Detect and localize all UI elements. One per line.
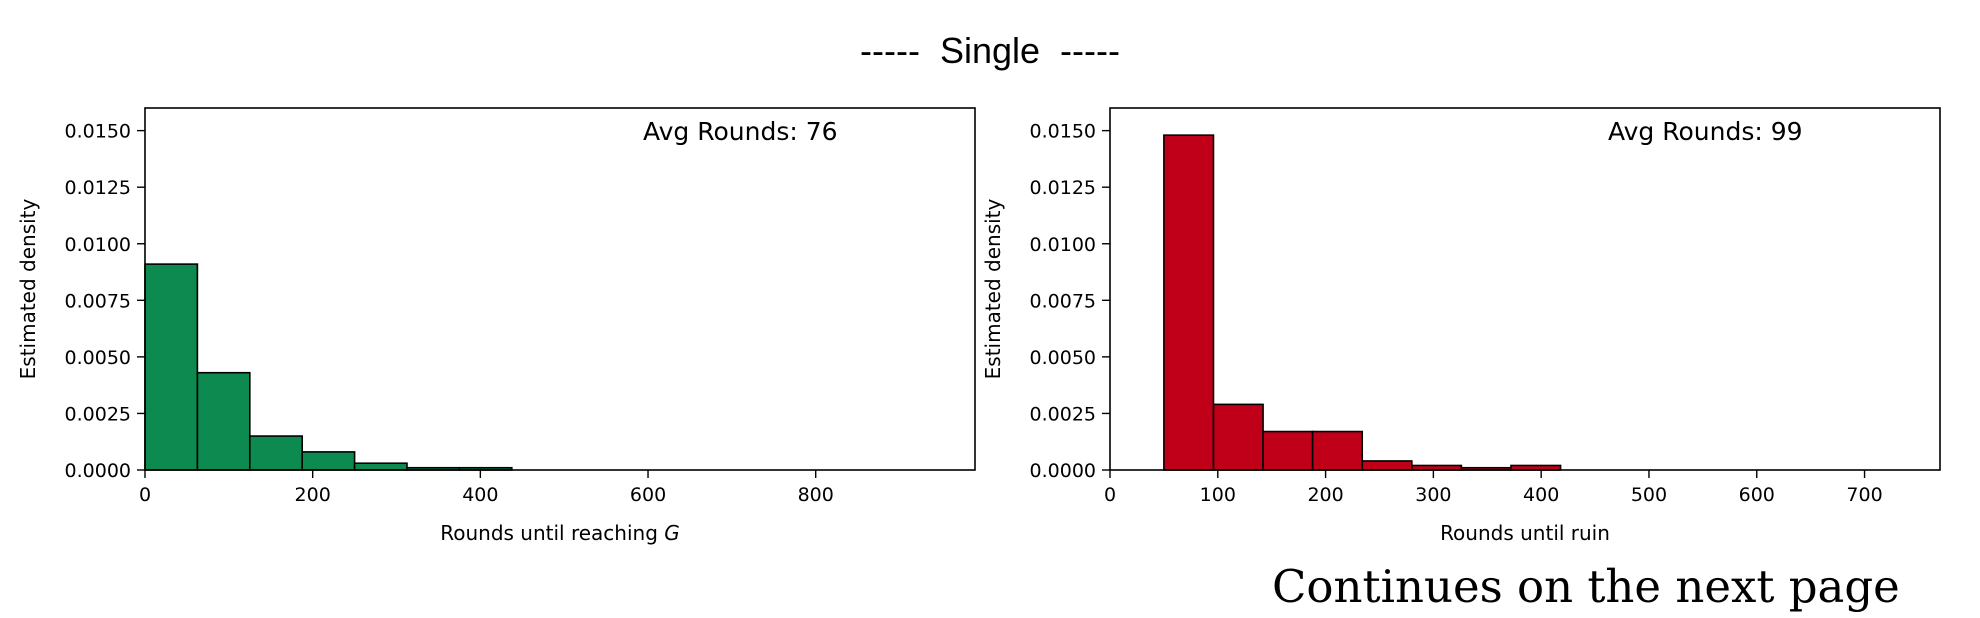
histogram-bar [1212,403,1264,471]
y-tick-label: 0.0025 [65,403,131,425]
histogram-bar [196,371,251,471]
histogram-bar [1311,430,1364,471]
y-tick-label: 0.0125 [1030,177,1096,199]
histogram-left: 0 200 400 600 800 0.0000 0.0025 0.0050 0.0075 0.0… [16,107,976,545]
x-tick-label: 400 [1523,484,1559,506]
figure-heading: ----- Single ----- [860,30,1120,71]
x-tick-label: 100 [1200,484,1236,506]
histogram-bar [301,451,356,471]
y-tick-label: 0.0150 [1030,121,1096,143]
y-tick-label: 0.0125 [65,177,131,199]
histogram-right: 0 100 200 300 400 500 600 700 0.0000 0.0025 0.0050… [981,107,1941,545]
x-tick-label: 300 [1415,484,1451,506]
y-tick-label: 0.0050 [65,347,131,369]
y-tick-label: 0.0150 [65,121,131,143]
x-tick-label: 400 [462,484,498,506]
x-tick-label: 200 [295,484,331,506]
x-tick-label: 0 [1104,484,1116,506]
histogram-bar [1361,460,1413,471]
plot-frame [1109,107,1941,471]
y-tick-label: 0.0025 [1030,403,1096,425]
y-tick-label: 0.0100 [65,234,131,256]
plot-frame [144,107,976,471]
histogram-bar [248,435,303,471]
y-axis-label: Estimated density [16,198,40,379]
x-tick-label: 0 [139,484,151,506]
y-tick-label: 0.0000 [65,460,131,482]
x-axis-label: Rounds until ruin [1440,521,1610,545]
footer-note: Continues on the next page [1272,560,1900,613]
avg-rounds-annotation: Avg Rounds: 76 [643,117,838,146]
x-tick-label: 800 [798,484,834,506]
histogram-bar [353,462,408,471]
histogram-bar [1163,134,1215,471]
x-axis-label: Rounds until reaching G [440,521,680,545]
y-tick-label: 0.0075 [1030,290,1096,312]
y-tick-label: 0.0100 [1030,234,1096,256]
y-axis-label: Estimated density [981,198,1005,379]
x-tick-label: 500 [1631,484,1667,506]
x-tick-label: 600 [630,484,666,506]
histogram-bar [144,263,199,471]
y-tick-label: 0.0000 [1030,460,1096,482]
x-tick-label: 600 [1739,484,1775,506]
avg-rounds-annotation: Avg Rounds: 99 [1608,117,1803,146]
x-tick-label: 200 [1307,484,1343,506]
x-tick-label: 700 [1846,484,1882,506]
y-tick-label: 0.0050 [1030,347,1096,369]
y-tick-label: 0.0075 [65,290,131,312]
histogram-bar [1262,430,1314,471]
